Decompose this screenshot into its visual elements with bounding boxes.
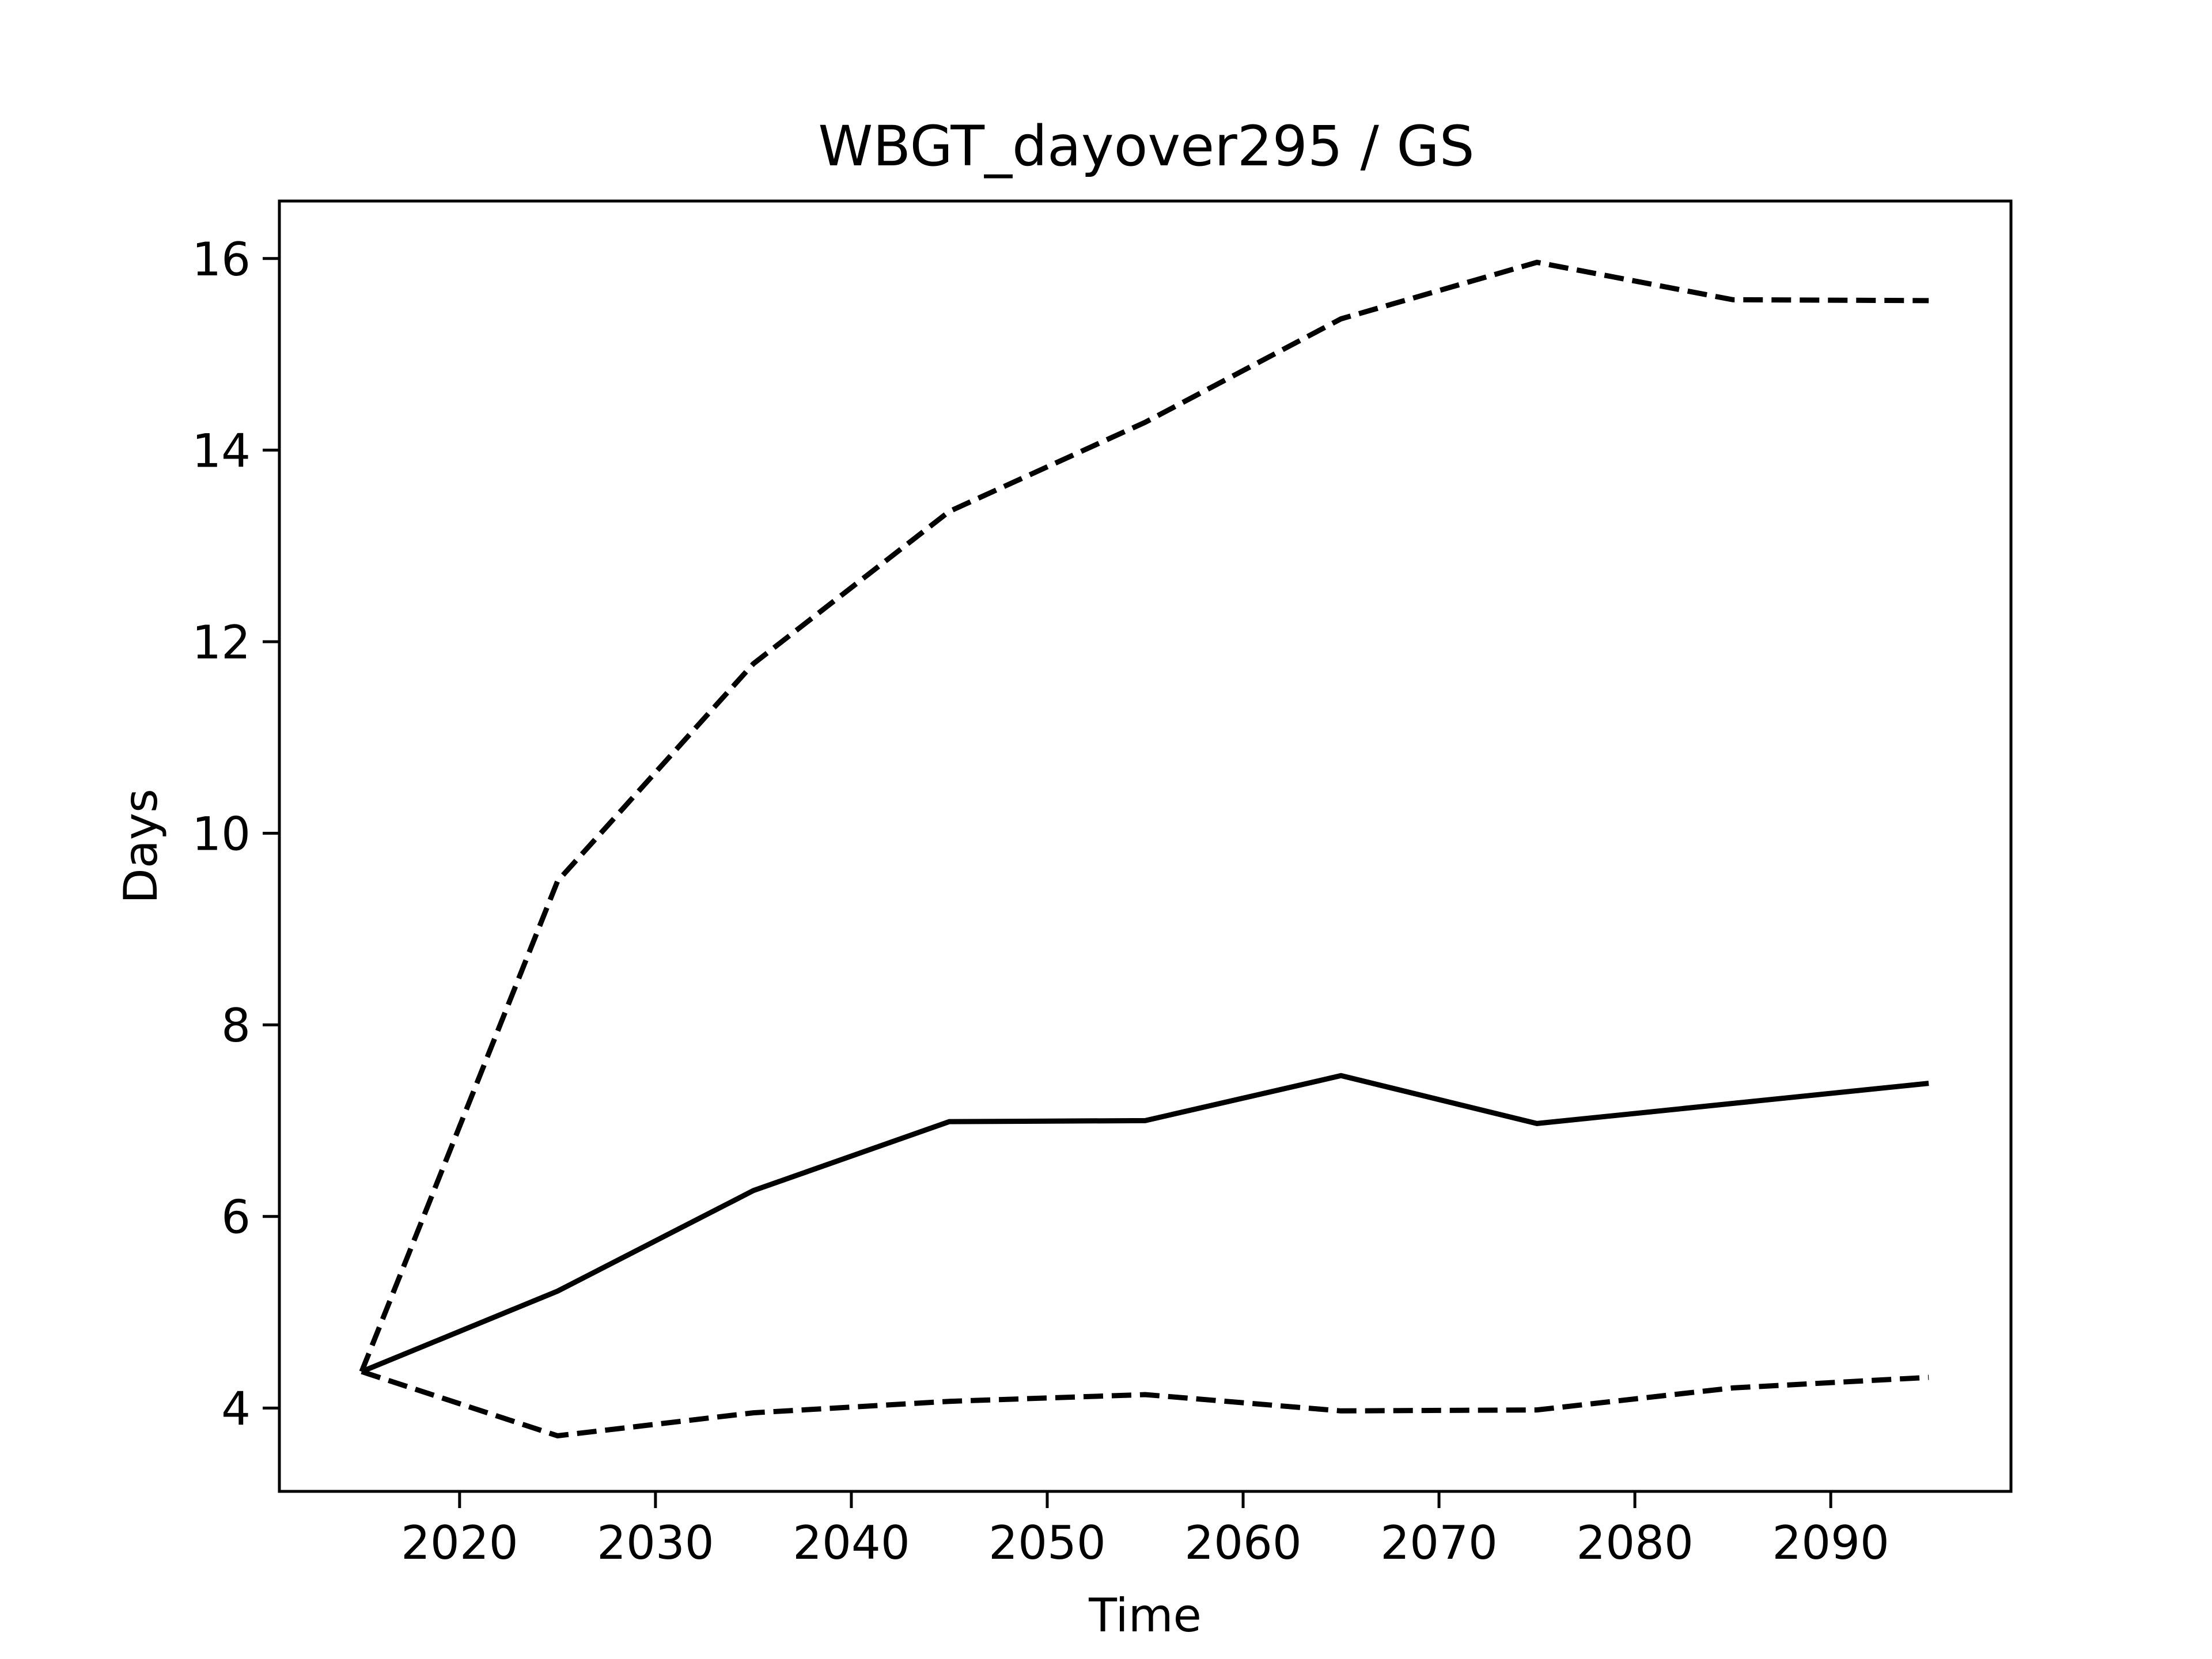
- series-line-3: [361, 1369, 1929, 1439]
- x-axis-label: Time: [1088, 1589, 1202, 1642]
- x-tick-label: 2050: [988, 1516, 1106, 1570]
- y-tick-label: 10: [192, 808, 251, 861]
- x-tick-label: 2020: [401, 1516, 518, 1570]
- x-tick-label: 2030: [597, 1516, 714, 1570]
- x-tick-label: 2090: [1772, 1516, 1889, 1570]
- y-tick-label: 4: [221, 1382, 251, 1435]
- y-tick-label: 6: [221, 1191, 251, 1244]
- y-axis: 4 6 8 10 12 14 16: [192, 233, 279, 1435]
- plot-frame: [278, 199, 2013, 1493]
- series-line-2: [359, 259, 1929, 1373]
- y-tick-label: 12: [192, 616, 251, 669]
- y-tick-label: 14: [192, 424, 251, 478]
- y-tick-label: 16: [192, 233, 251, 286]
- y-axis-label: Days: [114, 789, 168, 904]
- x-tick-label: 2060: [1184, 1516, 1302, 1570]
- series-line-1: [361, 1073, 1929, 1374]
- chart-title: WBGT_dayover295 / GS: [818, 114, 1474, 179]
- x-axis: 2020 2030 2040 2050 2060 2070 2080 2090: [401, 1491, 1889, 1570]
- x-tick-label: 2080: [1576, 1516, 1694, 1570]
- x-tick-label: 2040: [793, 1516, 910, 1570]
- x-tick-label: 2070: [1380, 1516, 1498, 1570]
- series-layer: [359, 259, 1929, 1439]
- y-tick-label: 8: [221, 999, 251, 1052]
